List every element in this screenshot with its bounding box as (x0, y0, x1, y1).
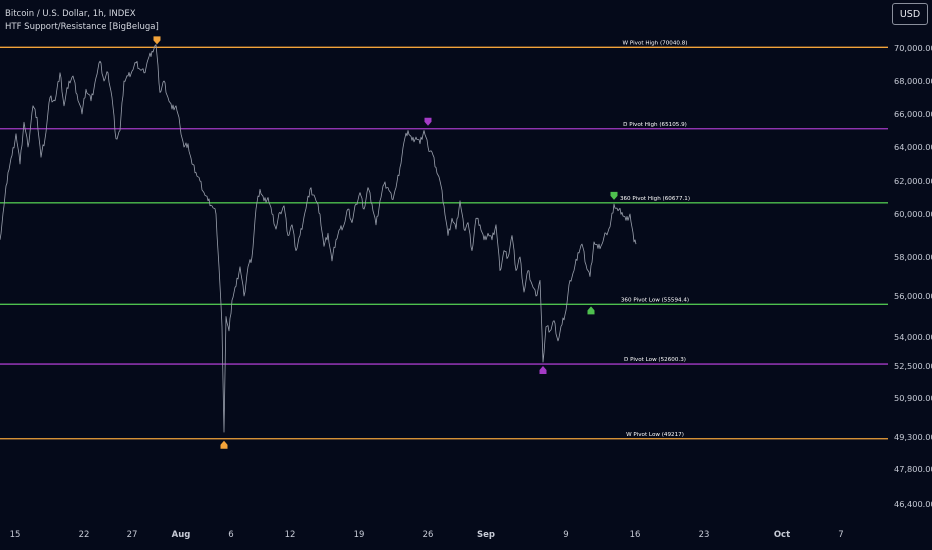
x-tick-label: 6 (228, 530, 233, 540)
pivot-marker (539, 366, 547, 375)
y-tick-label: 50,900.00 (894, 393, 932, 403)
price-series (0, 44, 637, 433)
y-tick-label: 66,000.00 (894, 109, 932, 119)
x-tick-label: 27 (127, 530, 138, 540)
time-axis[interactable]: 15 22 27 Aug 6 12 19 26 Sep 9 16 23 Oct 7 (10, 530, 844, 540)
pivot-level-labels: W Pivot High (70040.8) D Pivot High (6510… (620, 40, 690, 437)
pivot-marker (610, 191, 618, 200)
y-tick-label: 46,400.00 (894, 499, 932, 509)
x-tick-label: Sep (477, 530, 495, 540)
x-tick-label: 7 (838, 530, 843, 540)
currency-button[interactable]: USD (892, 3, 928, 25)
y-tick-label: 47,800.00 (894, 464, 932, 474)
x-tick-label: 16 (630, 530, 641, 540)
x-tick-label: 15 (10, 530, 21, 540)
x-tick-label: Oct (774, 530, 790, 540)
y-tick-label: 52,500.00 (894, 361, 932, 371)
y-tick-label: 56,000.00 (894, 291, 932, 301)
pivot-marker (587, 306, 595, 315)
price-axis[interactable]: 70,000.00 68,000.00 66,000.00 64,000.00 62,0… (894, 43, 932, 509)
pivot-level-label: D Pivot Low (52600.3) (624, 357, 686, 363)
x-tick-label: 23 (699, 530, 710, 540)
pivot-marker (153, 36, 161, 45)
y-tick-label: 70,000.00 (894, 43, 932, 53)
x-tick-label: 12 (285, 530, 296, 540)
y-tick-label: 58,000.00 (894, 252, 932, 262)
pivot-level-label: 360 Pivot High (60677.1) (620, 196, 690, 202)
x-tick-label: Aug (172, 530, 191, 540)
pivot-marker (424, 117, 432, 126)
x-tick-label: 22 (79, 530, 90, 540)
pivot-level-label: W Pivot Low (49217) (626, 432, 684, 438)
y-tick-label: 68,000.00 (894, 76, 932, 86)
x-tick-label: 26 (423, 530, 434, 540)
pivot-level-label: 360 Pivot Low (55594.4) (621, 297, 689, 303)
indicator-name[interactable]: HTF Support/Resistance [BigBeluga] (5, 22, 159, 32)
pivot-marker (220, 440, 228, 449)
x-tick-label: 19 (354, 530, 365, 540)
y-tick-label: 64,000.00 (894, 142, 932, 152)
y-tick-label: 62,000.00 (894, 176, 932, 186)
price-line (0, 44, 637, 433)
y-tick-label: 54,000.00 (894, 332, 932, 342)
pivot-level-label: D Pivot High (65105.9) (623, 122, 687, 128)
x-tick-label: 9 (563, 530, 568, 540)
chart-title: Bitcoin / U.S. Dollar, 1h, INDEX (5, 9, 136, 19)
y-tick-label: 60,000.00 (894, 209, 932, 219)
pivot-level-label: W Pivot High (70040.8) (623, 40, 688, 46)
y-tick-label: 49,300.00 (894, 432, 932, 442)
pivot-markers (153, 36, 618, 449)
pivot-levels (0, 46, 888, 440)
